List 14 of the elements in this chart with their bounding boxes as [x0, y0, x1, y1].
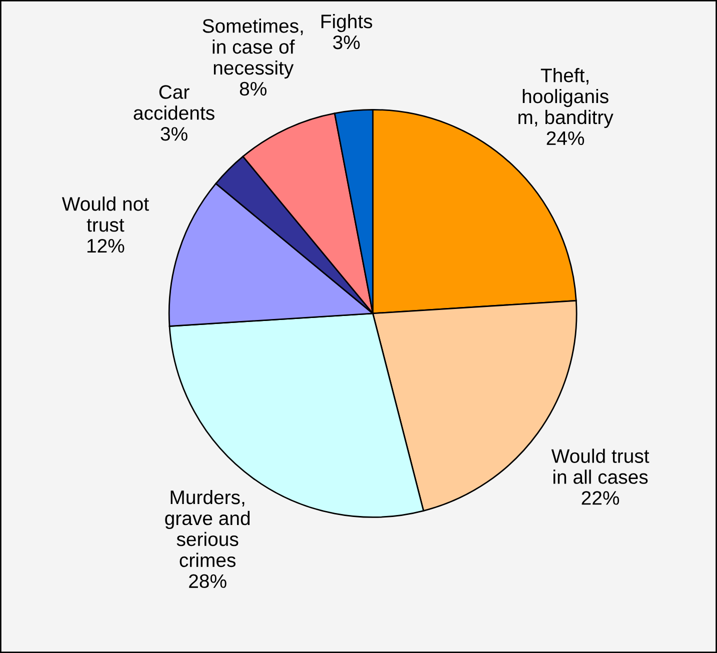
slice-label: Car accidents: [134, 85, 214, 120]
slice-label: Murders, grave and serious crimes: [165, 490, 250, 568]
data-label: 12%: [87, 238, 124, 253]
data-label: 22%: [582, 491, 620, 505]
slice-label: Theft, hooliganis m, banditry: [518, 68, 614, 128]
data-label: 28%: [189, 574, 226, 588]
slice-label: Sometimes, in case of necessity: [202, 18, 303, 79]
slice-label: Would not trust: [62, 196, 149, 232]
data-label: 8%: [240, 82, 266, 96]
slice-label: Would trust in all cases: [551, 448, 650, 484]
data-label: 3%: [333, 35, 360, 50]
slice-label: Fights: [322, 14, 372, 32]
data-label: 24%: [546, 131, 584, 146]
data-label: 3%: [160, 127, 188, 141]
